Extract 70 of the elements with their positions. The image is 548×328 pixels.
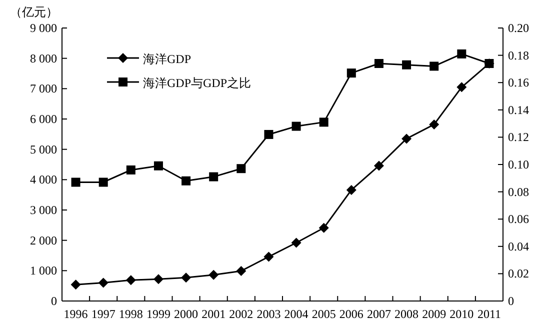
point	[264, 130, 274, 139]
x-tick-label: 2000	[174, 307, 198, 321]
point	[430, 62, 439, 71]
y-tick-label: 4 000	[30, 172, 57, 187]
x-tick-label: 2009	[422, 307, 446, 321]
legend-label: 海洋GDP	[143, 52, 192, 66]
point	[154, 161, 163, 170]
x-tick-label: 2003	[256, 307, 281, 321]
point	[153, 274, 164, 284]
point	[457, 49, 466, 58]
point	[291, 238, 302, 248]
point	[374, 160, 384, 171]
y2-tick-label: 0.04	[508, 239, 529, 254]
x-tick-label: 1997	[91, 307, 116, 321]
y2-tick-label: 0.18	[508, 48, 529, 62]
point	[126, 275, 136, 286]
point	[318, 222, 329, 233]
y-tick-label: 5 000	[30, 142, 57, 156]
point	[456, 82, 467, 92]
x-tick-label: 2005	[312, 307, 336, 321]
point	[209, 172, 218, 182]
point	[346, 68, 356, 78]
y-axis-title: （亿元）	[10, 5, 58, 19]
point	[292, 122, 301, 131]
point	[264, 252, 274, 262]
point	[98, 278, 108, 288]
point	[236, 164, 246, 174]
y-tick-label: 6 000	[30, 112, 57, 126]
y2-tick-label: 0	[508, 294, 514, 308]
y2-tick-label: 0.02	[508, 266, 529, 281]
y2-tick-label: 0.08	[508, 184, 529, 199]
x-tick-label: 2004	[284, 307, 308, 321]
y-tick-label: 8 000	[30, 51, 57, 66]
y2-tick-label: 0.10	[508, 158, 529, 172]
y-tick-label: 0	[51, 294, 57, 308]
x-tick-label: 2011	[477, 307, 501, 321]
y-tick-label: 2 000	[30, 233, 57, 248]
y2-tick-label: 0.06	[508, 212, 529, 226]
x-tick-label: 1999	[146, 307, 170, 321]
point	[98, 178, 108, 187]
point	[71, 178, 80, 187]
x-tick-label: 2010	[450, 307, 474, 321]
y-tick-label: 9 000	[30, 21, 57, 35]
point	[70, 280, 81, 290]
point	[208, 270, 219, 280]
point	[402, 134, 412, 144]
point	[182, 176, 191, 186]
point	[181, 272, 192, 283]
x-tick-label: 2008	[394, 307, 419, 321]
point	[346, 184, 356, 195]
y-tick-label: 1 000	[30, 264, 57, 278]
x-tick-label: 1996	[64, 307, 88, 321]
y2-tick-label: 0.12	[508, 130, 529, 144]
y2-tick-label: 0.20	[508, 21, 529, 35]
y-tick-label: 7 000	[30, 82, 57, 96]
point	[236, 266, 246, 276]
y2-tick-label: 0.16	[508, 76, 529, 90]
point	[319, 118, 328, 127]
y2-tick-label: 0.14	[508, 102, 529, 117]
x-tick-label: 2002	[229, 307, 254, 321]
point	[402, 60, 412, 70]
x-tick-label: 2001	[202, 307, 226, 321]
point	[126, 165, 136, 174]
legend-label: 海洋GDP与GDP之比	[143, 76, 252, 90]
x-tick-label: 1998	[118, 307, 143, 321]
x-tick-label: 2006	[339, 307, 364, 321]
y-tick-label: 3 000	[30, 203, 57, 217]
point	[429, 119, 440, 130]
x-tick-label: 2007	[366, 307, 391, 321]
point	[374, 58, 384, 68]
